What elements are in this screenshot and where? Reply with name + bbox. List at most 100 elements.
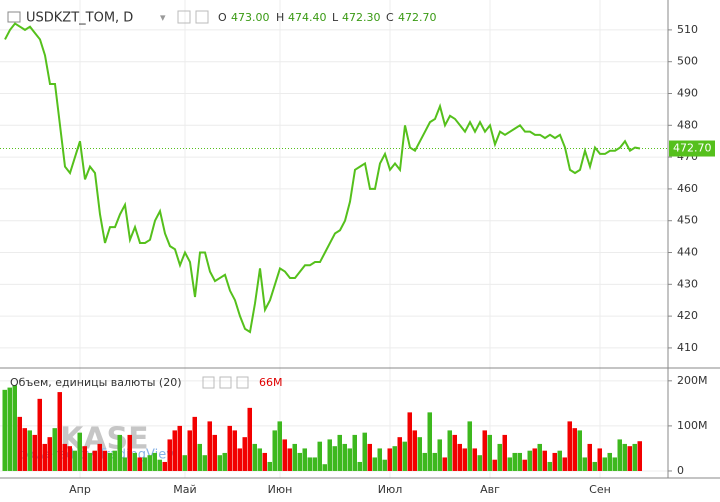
volume-bar: [492, 459, 497, 471]
volume-bar: [122, 457, 127, 471]
volume-bar: [22, 428, 27, 471]
x-tick-label: Июл: [378, 483, 403, 496]
price-line: [4, 22, 641, 334]
volume-bar: [372, 457, 377, 471]
volume-bar: [487, 434, 492, 471]
icon-button[interactable]: [177, 10, 191, 24]
icon-button[interactable]: [219, 376, 232, 389]
volume-bar: [637, 441, 642, 471]
volume-bar: [147, 455, 152, 471]
volume-bar: [262, 452, 267, 471]
volume-bar: [457, 443, 462, 471]
volume-bar: [477, 455, 482, 471]
volume-bar: [347, 448, 352, 471]
icon-button[interactable]: [202, 376, 215, 389]
volume-bar: [92, 450, 97, 471]
volume-bar: [117, 434, 122, 471]
volume-bar: [522, 459, 527, 471]
volume-bar: [277, 421, 282, 471]
volume-bar: [12, 385, 17, 471]
x-tick-label: Май: [173, 483, 196, 496]
volume-bar: [337, 434, 342, 471]
volume-bar: [297, 452, 302, 471]
volume-bar: [402, 441, 407, 471]
volume-bar: [357, 461, 362, 471]
volume-bar: [617, 439, 622, 471]
volume-bar: [67, 446, 72, 471]
volume-bar: [237, 448, 242, 471]
volume-bar: [572, 428, 577, 471]
volume-bar: [7, 387, 12, 471]
collapse-icon[interactable]: [7, 11, 21, 23]
dropdown-icon[interactable]: ▾: [160, 11, 166, 24]
y-tick-label: 100M: [677, 419, 708, 432]
volume-bar: [17, 416, 22, 471]
volume-bar: [72, 450, 77, 471]
volume-bar: [212, 434, 217, 471]
y-tick-label: 450: [677, 214, 698, 227]
volume-bar: [597, 448, 602, 471]
volume-bar: [537, 443, 542, 471]
volume-bar: [587, 443, 592, 471]
volume-bar: [542, 450, 547, 471]
open-label: O: [218, 11, 227, 24]
volume-bar: [567, 421, 572, 471]
volume-bar: [627, 446, 632, 471]
volume-bar: [232, 430, 237, 471]
volume-bar: [622, 443, 627, 471]
volume-bar: [242, 437, 247, 471]
volume-bar: [102, 450, 107, 471]
volume-bar: [377, 448, 382, 471]
volume-bar: [272, 430, 277, 471]
volume-bar: [442, 457, 447, 471]
x-tick-label: Июн: [268, 483, 293, 496]
volume-bar: [387, 448, 392, 471]
volume-bar: [137, 457, 142, 471]
volume-bar: [192, 416, 197, 471]
volume-bar: [352, 434, 357, 471]
x-tick-label: Авг: [480, 483, 500, 496]
volume-bar: [592, 461, 597, 471]
icon-button[interactable]: [236, 376, 249, 389]
volume-bar: [527, 450, 532, 471]
y-tick-label: 0: [677, 464, 684, 477]
volume-bar: [367, 443, 372, 471]
plot: [0, 22, 668, 471]
volume-bar: [82, 446, 87, 471]
volume-bar: [127, 434, 132, 471]
volume-bar: [332, 446, 337, 471]
volume-last: 66M: [259, 376, 283, 389]
volume-bar: [417, 437, 422, 471]
last-price-label: 472.70: [673, 142, 712, 155]
volume-bar: [32, 434, 37, 471]
volume-bar: [422, 452, 427, 471]
y-tick-label: 430: [677, 277, 698, 290]
volume-bar: [197, 443, 202, 471]
volume-bar: [392, 446, 397, 471]
volume-bar: [317, 441, 322, 471]
last-price-box: [669, 140, 715, 157]
y-tick-label: 420: [677, 309, 698, 322]
icon-button[interactable]: [195, 10, 209, 24]
volume-bar: [327, 439, 332, 471]
volume-bar: [227, 425, 232, 471]
volume-bar: [157, 459, 162, 471]
volume-bar: [112, 450, 117, 471]
symbol[interactable]: USDKZT_TOM, D: [26, 11, 133, 26]
volume-bar: [602, 457, 607, 471]
volume-bar: [452, 434, 457, 471]
volume-bar: [247, 407, 252, 471]
y-tick-label: 500: [677, 55, 698, 68]
volume-bar: [27, 430, 32, 471]
volume-bar: [132, 452, 137, 471]
volume-bar: [517, 452, 522, 471]
volume-bar: [52, 428, 57, 471]
x-tick-label: Сен: [589, 483, 611, 496]
volume-bar: [57, 392, 62, 471]
volume-bar: [37, 398, 42, 471]
volume-bar: [292, 443, 297, 471]
volume-bar: [302, 448, 307, 471]
volume-bar: [312, 457, 317, 471]
volume-bar: [267, 461, 272, 471]
volume-bar: [467, 421, 472, 471]
